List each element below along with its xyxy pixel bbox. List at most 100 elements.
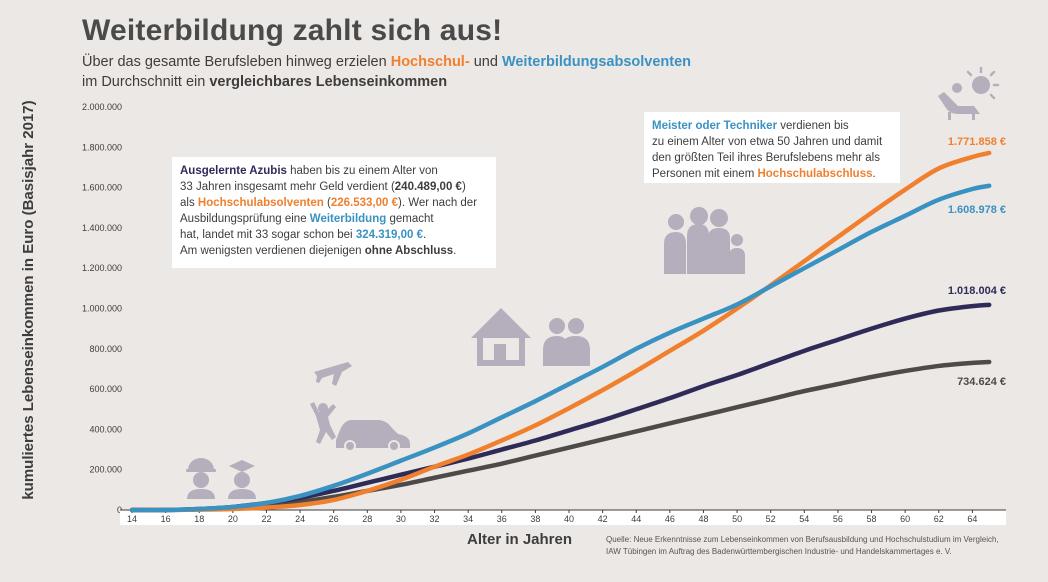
y-tick-label: 1.800.000	[82, 142, 122, 152]
couple-icon	[543, 318, 590, 366]
x-tick-label: 50	[732, 514, 742, 524]
person-jumping-icon	[310, 402, 336, 444]
x-tick-label: 46	[665, 514, 675, 524]
subtitle-text: Über das gesamte Berufsleben hinweg erzi…	[82, 54, 387, 70]
annotation-text-bold: Ausgelernte Azubis	[180, 165, 287, 177]
annotation-text: gemacht	[386, 213, 434, 225]
x-tick-label: 36	[497, 514, 507, 524]
y-tick-label: 1.400.000	[82, 223, 122, 233]
x-tick-label: 16	[161, 514, 171, 524]
annotation-text: .	[422, 229, 427, 241]
x-tick-label: 48	[698, 514, 708, 524]
graduate-icon	[228, 460, 256, 499]
x-tick-label: 44	[631, 514, 641, 524]
annotation-text: .	[453, 245, 457, 257]
annotation-text: hat, landet mit 33 sogar schon bei	[180, 229, 356, 241]
car-icon	[336, 420, 410, 452]
annotation-text: Am wenigsten verdienen diejenigen	[180, 245, 365, 257]
y-tick-label: 0	[117, 505, 122, 515]
subtitle-text: und	[473, 54, 498, 70]
x-axis-band	[120, 510, 1006, 525]
annotation-text-bold: Meister oder Techniker	[652, 120, 778, 132]
source-line-2: IAW Tübingen im Auftrag des Badenwürttem…	[606, 547, 952, 556]
airplane-icon	[314, 362, 352, 386]
x-axis-label: Alter in Jahren	[467, 531, 573, 548]
subtitle-emphasis: vergleichbares Lebenseinkommen	[209, 74, 448, 90]
x-tick-label: 64	[967, 514, 977, 524]
x-tick-label: 58	[867, 514, 877, 524]
sun-lounger-icon	[938, 66, 1000, 120]
subtitle-weiterbildung: Weiterbildungsabsolventen	[501, 54, 692, 70]
annotation-value: 324.319,00 €	[355, 229, 423, 241]
x-tick-label: 60	[900, 514, 910, 524]
annotation-value: 226.533,00 €	[330, 197, 398, 209]
source-line-1: Quelle: Neue Erkenntnisse zum Lebenseink…	[606, 535, 999, 544]
y-tick-label: 800.000	[89, 344, 122, 354]
axes: 0 200.000 400.000 600.000 800.000 1.000.000 1.…	[82, 102, 1006, 525]
annotation-text-bold: Hochschulabschluss	[757, 168, 873, 180]
y-tick-label: 1.000.000	[82, 304, 122, 314]
annotation-text: ). Wer nach der	[397, 197, 478, 209]
annotation-text: zu einem Alter von etwa 50 Jahren und da…	[652, 136, 883, 148]
source-note: Quelle: Neue Erkenntnisse zum Lebenseink…	[606, 534, 999, 558]
x-tick-label: 26	[329, 514, 339, 524]
x-tick-label: 22	[261, 514, 271, 524]
y-tick-label: 600.000	[89, 384, 122, 394]
x-tick-label: 30	[396, 514, 406, 524]
annotation-text: haben bis zu einem Alter von	[286, 165, 438, 177]
series-layer	[129, 150, 992, 513]
annotation-value: 240.489,00 €	[394, 181, 462, 193]
annotation-text: (	[323, 197, 331, 209]
x-tick-label: 18	[194, 514, 204, 524]
annotation-text: als	[180, 197, 198, 209]
subtitle-line-2: im Durchschnitt ein vergleichbares Leben…	[82, 72, 691, 92]
annotation-text-bold: ohne Abschluss	[364, 245, 454, 257]
end-label-azubis: 1.018.004 €	[947, 285, 1006, 297]
x-tick-label: 42	[598, 514, 608, 524]
annotation-text: Personen mit einem	[652, 168, 758, 180]
x-tick-label: 54	[799, 514, 809, 524]
y-tick-label: 2.000.000	[82, 102, 122, 112]
subtitle-text: im Durchschnitt ein	[82, 74, 206, 90]
y-tick-label: 400.000	[89, 424, 122, 434]
y-tick-label: 200.000	[89, 465, 122, 475]
end-label-meister: 1.608.978 €	[947, 204, 1006, 216]
series-line-ohne	[129, 359, 992, 513]
series-line-meister	[129, 183, 992, 513]
annotation-text: .	[872, 168, 876, 180]
icon-layer	[186, 66, 1000, 499]
series-line-azubis	[129, 302, 992, 513]
x-tick-label: 28	[362, 514, 372, 524]
x-tick-label: 56	[833, 514, 843, 524]
y-tick-label: 1.600.000	[82, 183, 122, 193]
end-label-ohne: 734.624 €	[957, 376, 1006, 388]
x-tick-label: 32	[430, 514, 440, 524]
end-label-hochschul: 1.771.858 €	[947, 136, 1006, 148]
x-tick-label: 24	[295, 514, 305, 524]
page-title: Weiterbildung zahlt sich aus!	[82, 14, 503, 47]
subtitle-hochschul: Hochschul-	[390, 54, 470, 70]
x-tick-label: 20	[228, 514, 238, 524]
annotation-text-bold: Weiterbildung	[309, 213, 387, 225]
annotation-text-bold: Hochschulabsolventen	[197, 197, 324, 209]
series-line-hochschul	[129, 150, 992, 513]
annotation-azubis: Ausgelernte Azubis haben bis zu einem Al…	[172, 157, 496, 268]
annotation-text: den größten Teil ihres Berufslebens mehr…	[652, 152, 880, 164]
annotation-meister: Meister oder Techniker verdienen bis zu …	[644, 112, 900, 183]
y-tick-label: 1.200.000	[82, 263, 122, 273]
annotation-text: Ausbildungsprüfung eine	[180, 213, 310, 225]
x-tick-label: 62	[934, 514, 944, 524]
family-icon	[664, 207, 745, 274]
x-tick-label: 38	[530, 514, 540, 524]
subtitle-line-1: Über das gesamte Berufsleben hinweg erzi…	[82, 52, 691, 72]
x-tick-label: 52	[766, 514, 776, 524]
annotation-text: verdienen bis	[777, 120, 849, 132]
house-icon	[471, 308, 531, 366]
annotation-text: )	[461, 181, 466, 193]
x-tick-label: 34	[463, 514, 473, 524]
worker-icon	[186, 458, 216, 499]
x-tick-label: 14	[127, 514, 137, 524]
annotation-text: 33 Jahren insgesamt mehr Geld verdient (	[180, 181, 395, 193]
x-tick-label: 40	[564, 514, 574, 524]
